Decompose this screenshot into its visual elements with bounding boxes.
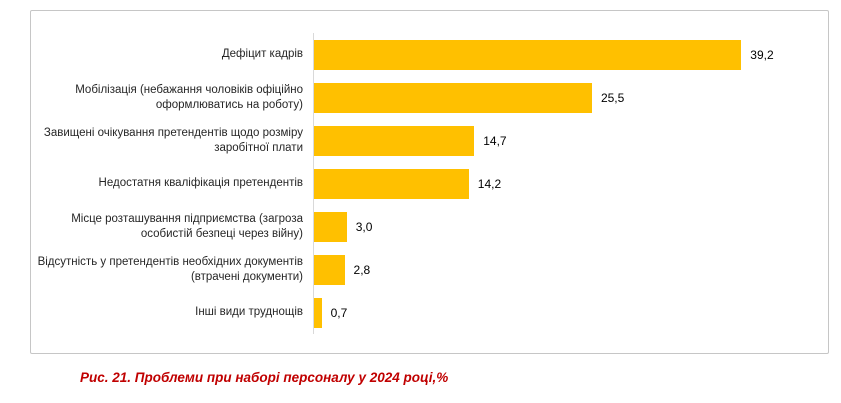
plot-area: 14,2: [313, 162, 828, 205]
category-label: Мобілізація (небажання чоловіків офіційн…: [75, 83, 303, 111]
plot-area: 39,2: [313, 33, 828, 76]
bar: [314, 254, 345, 285]
chart-row: Дефіцит кадрів 39,2: [31, 33, 828, 76]
chart-row: Місце розташування підприємства (загроза…: [31, 205, 828, 248]
chart-caption: Рис. 21. Проблеми при наборі персоналу у…: [80, 370, 449, 385]
bar: [314, 168, 469, 199]
plot-area: 25,5: [313, 76, 828, 119]
category-label: Інші види труднощів: [195, 306, 303, 319]
plot-area: 0,7: [313, 291, 828, 334]
value-label: 3,0: [355, 219, 373, 234]
value-label: 2,8: [353, 262, 371, 277]
chart-row: Відсутність у претендентів необхідних до…: [31, 248, 828, 291]
category-label: Завищені очікування претендентів щодо ро…: [43, 126, 303, 154]
chart-row: Інші види труднощів 0,7: [31, 291, 828, 334]
plot-area: 3,0: [313, 205, 828, 248]
chart-row: Мобілізація (небажання чоловіків офіційн…: [31, 76, 828, 119]
category-label: Відсутність у претендентів необхідних до…: [37, 255, 303, 283]
value-label: 0,7: [330, 305, 348, 320]
value-label: 14,2: [477, 176, 502, 191]
bar: [314, 125, 475, 156]
bar: [314, 297, 322, 328]
value-label: 39,2: [750, 47, 774, 62]
category-label: Дефіцит кадрів: [221, 48, 303, 61]
bar: [314, 82, 592, 113]
value-label: 14,7: [483, 133, 507, 148]
chart-frame: Дефіцит кадрів 39,2 Мобілізація (небажання…: [30, 10, 829, 354]
value-label: 25,5: [600, 90, 625, 105]
bar: [314, 211, 347, 242]
bar: [314, 39, 742, 70]
category-label: Місце розташування підприємства (загроза…: [71, 212, 303, 240]
chart-row: Недостатня кваліфікація претендентів 14,2: [31, 162, 828, 205]
plot-area: 2,8: [313, 248, 828, 291]
category-label: Недостатня кваліфікація претендентів: [98, 177, 303, 190]
plot-area: 14,7: [313, 119, 828, 162]
chart-rows: Дефіцит кадрів 39,2 Мобілізація (небажання…: [31, 33, 828, 334]
chart-row: Завищені очікування претендентів щодо ро…: [31, 119, 828, 162]
